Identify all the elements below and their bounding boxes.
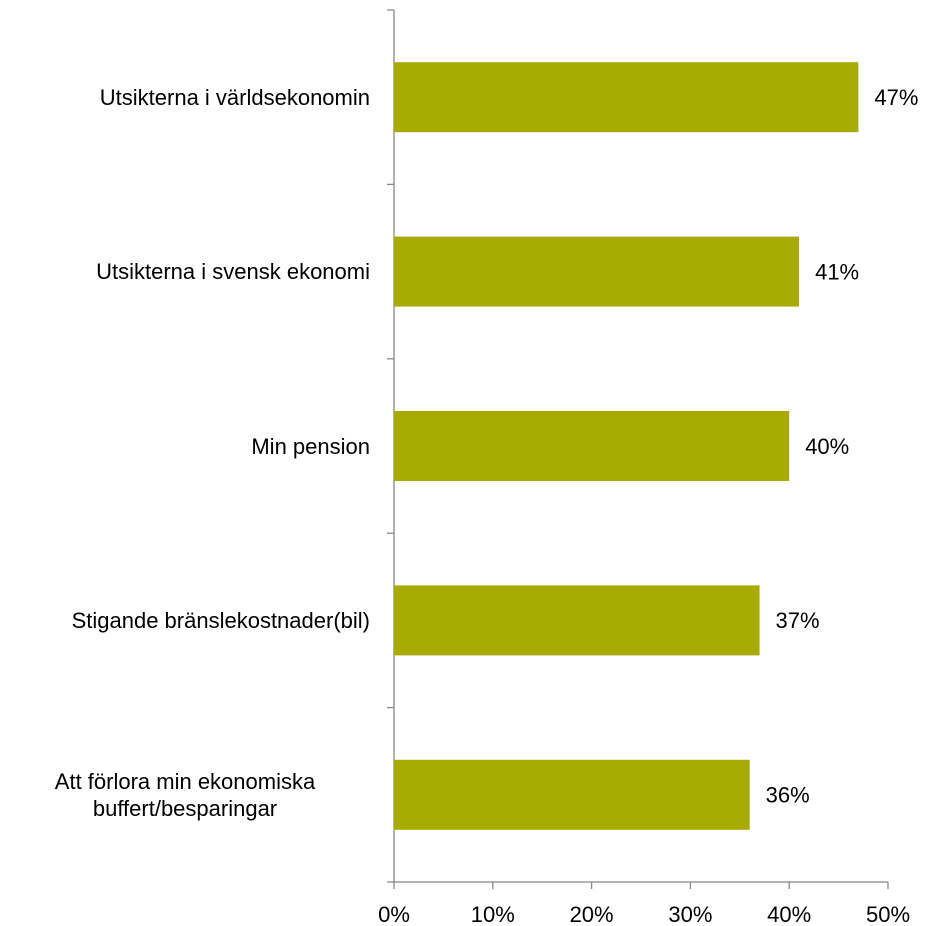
x-tick-label: 30% — [668, 902, 712, 926]
value-label: 47% — [874, 85, 918, 110]
category-label: Utsikterna i svensk ekonomi — [0, 212, 370, 332]
category-label: Stigande bränslekostnader(bil) — [0, 560, 370, 680]
x-tick-label: 0% — [378, 902, 410, 926]
category-label: Min pension — [0, 386, 370, 506]
category-label: Att förlora min ekonomiska buffert/bespa… — [0, 735, 370, 855]
bar — [394, 62, 859, 133]
value-label: 36% — [766, 783, 810, 808]
bar — [394, 759, 750, 830]
bar — [394, 585, 760, 656]
category-text: Att förlora min ekonomiska buffert/bespa… — [54, 768, 316, 821]
value-label: 37% — [776, 608, 820, 633]
bar — [394, 411, 790, 481]
bar — [394, 236, 800, 307]
category-text: Min pension — [251, 433, 370, 459]
category-label: Utsikterna i världsekonomin — [0, 37, 370, 157]
x-tick-label: 50% — [866, 902, 910, 926]
value-label: 41% — [815, 259, 859, 284]
x-tick-label: 20% — [570, 902, 614, 926]
value-label: 40% — [805, 434, 849, 459]
x-tick-label: 10% — [471, 902, 515, 926]
category-text: Utsikterna i världsekonomin — [99, 84, 370, 110]
x-tick-label: 40% — [767, 902, 811, 926]
category-text: Stigande bränslekostnader(bil) — [71, 607, 370, 633]
category-text: Utsikterna i svensk ekonomi — [96, 259, 370, 285]
